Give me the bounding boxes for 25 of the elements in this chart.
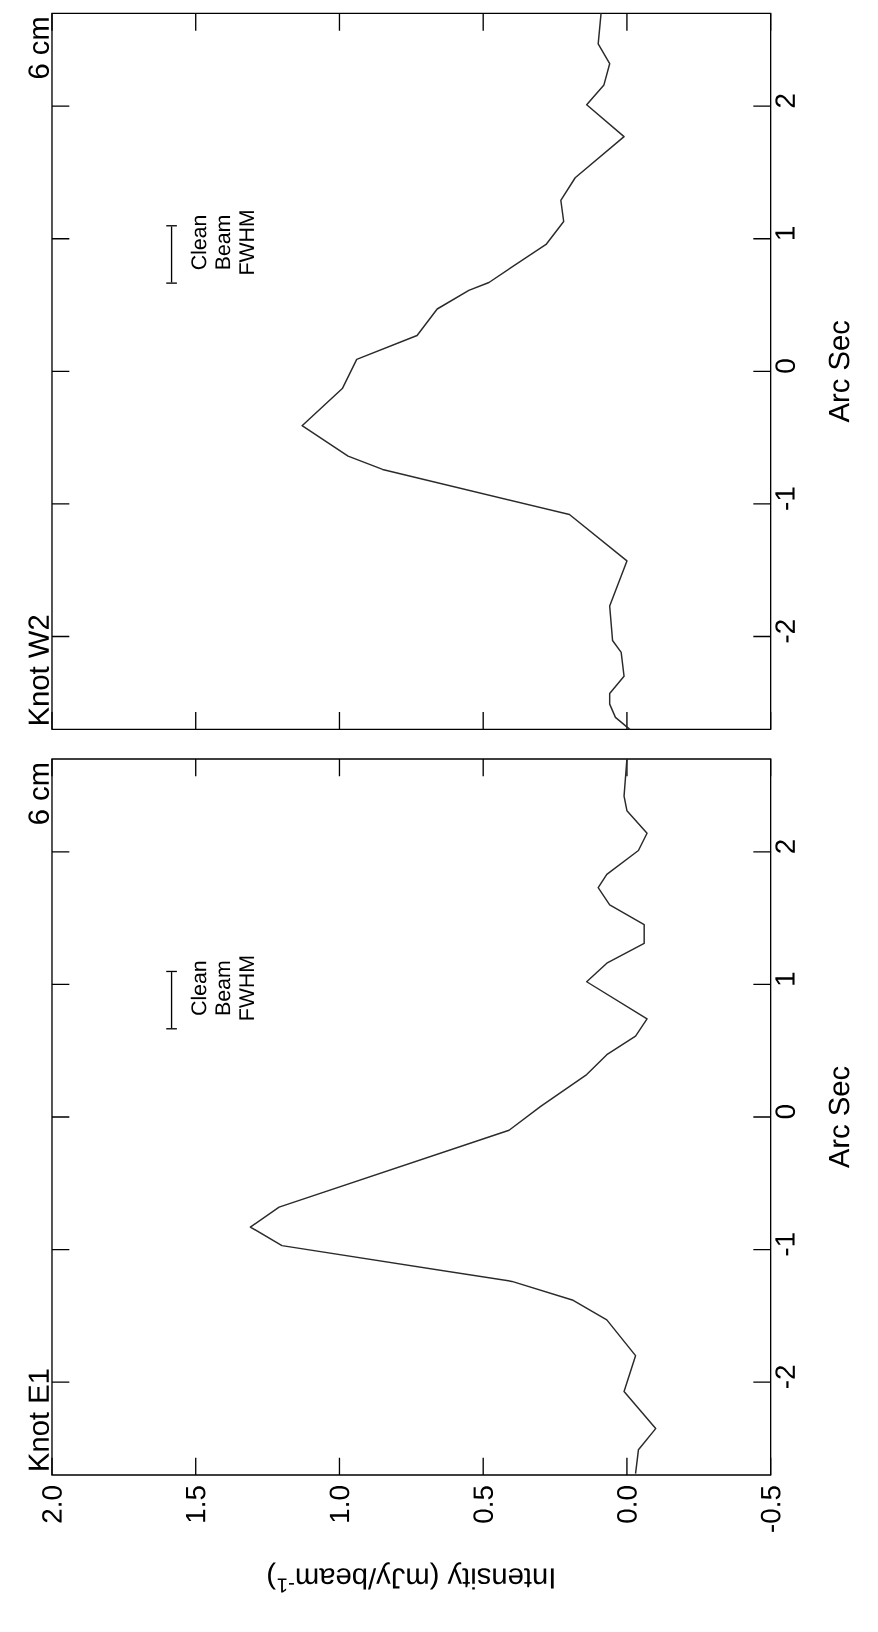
text: Knot E1 — [28, 1369, 50, 1470]
y-tick-label: 0 — [775, 1105, 796, 1119]
annotation: Clean Beam FWHM — [190, 211, 254, 274]
x-axis-title: Intensity (mJy/beam$^{-1}$) — [268, 1562, 554, 1593]
x-tick-label: 1.5 — [186, 1486, 206, 1522]
y-tick-label: -2 — [775, 1365, 795, 1389]
annotation: Clean Beam FWHM — [190, 956, 254, 1020]
x-tick-label: 1.0 — [329, 1486, 350, 1522]
x-tick-label: 0.0 — [617, 1486, 637, 1523]
text: 6 cm — [28, 18, 50, 79]
x-tick-label: 0.5 — [473, 1486, 494, 1523]
text: Knot W2 — [28, 615, 50, 724]
y-tick-label: 2 — [775, 94, 795, 108]
y-tick-label: -1 — [775, 487, 795, 510]
y-tick-label: 1 — [775, 972, 795, 985]
y-tick-label: -2 — [775, 620, 795, 643]
y-axis-title: Arc Sec — [828, 1066, 850, 1169]
y-tick-label: -1 — [775, 1233, 795, 1256]
y-axis-title: Arc Sec — [828, 320, 850, 423]
y-tick-label: 1 — [775, 227, 795, 240]
text: 6 cm — [28, 763, 50, 824]
y-tick-label: 0 — [775, 359, 796, 373]
x-tick-label: 2.0 — [42, 1486, 62, 1523]
x-tick-label: -0.5 — [760, 1486, 781, 1532]
y-tick-label: 2 — [775, 840, 795, 853]
